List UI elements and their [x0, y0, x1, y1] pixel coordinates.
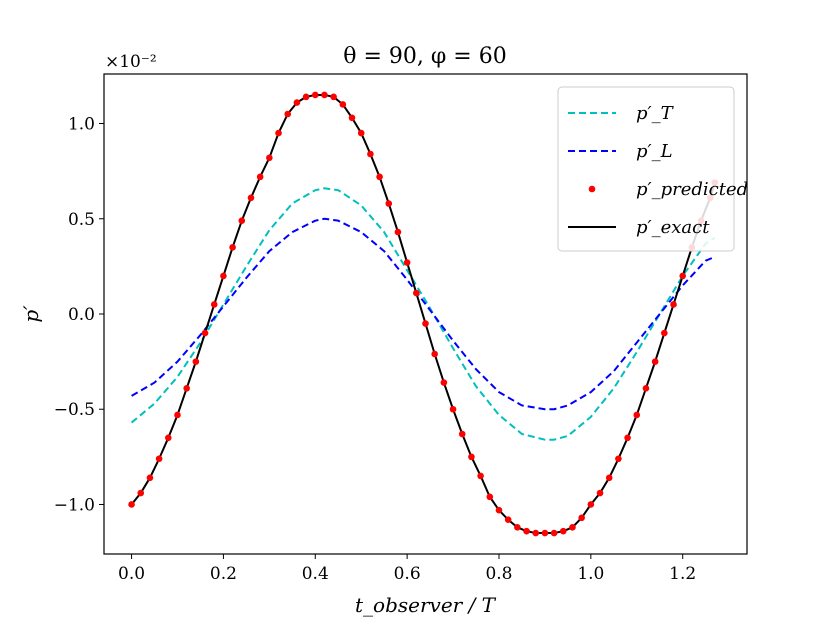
predicted-point	[348, 114, 356, 122]
predicted-point	[422, 320, 429, 327]
predicted-point	[523, 527, 530, 535]
predicted-point	[532, 529, 540, 537]
predicted-point	[661, 329, 668, 337]
predicted-point	[449, 405, 457, 413]
predicted-point	[624, 434, 631, 442]
predicted-point	[256, 173, 264, 181]
predicted-point	[541, 529, 549, 537]
predicted-point	[642, 384, 650, 392]
series-line-p-l	[131, 217, 716, 411]
predicted-point	[229, 244, 236, 251]
series-line-p-t	[130, 187, 716, 441]
predicted-point	[146, 474, 154, 482]
predicted-point	[486, 493, 494, 501]
x-axis-ticks: 0.0 0.2 0.4 0.6 0.8 1.0 1.2	[118, 554, 696, 584]
y-tick-label: −0.5	[54, 400, 95, 420]
chart-title: θ = 90, φ = 60	[343, 44, 506, 69]
predicted-point	[174, 411, 181, 419]
predicted-point	[376, 173, 383, 181]
predicted-point	[155, 455, 163, 463]
x-tick-label: 1.2	[669, 564, 696, 584]
predicted-point	[128, 501, 135, 508]
legend: p′_T p′_L p′_predicted p′_exact	[557, 86, 748, 252]
legend-label: p′_exact	[636, 217, 710, 238]
legend-label: p′_predicted	[636, 179, 748, 200]
predicted-point	[670, 301, 677, 308]
y-axis-ticks: −1.0 −0.5 0.0 0.5 1.0	[54, 115, 104, 515]
x-tick-label: 0.6	[394, 564, 421, 584]
legend-items: p′_T p′_L p′_predicted p′_exact	[568, 103, 748, 238]
predicted-point	[679, 272, 686, 280]
y-tick-label: 0.0	[68, 305, 95, 325]
legend-marker	[588, 185, 596, 193]
predicted-point	[550, 529, 558, 537]
predicted-point	[403, 259, 411, 266]
predicted-point	[311, 91, 319, 99]
series-layer	[128, 91, 719, 537]
legend-label: p′_L	[636, 141, 673, 162]
predicted-point	[302, 93, 310, 101]
predicted-point	[137, 489, 145, 497]
predicted-point	[165, 434, 172, 442]
predicted-point	[504, 516, 512, 524]
predicted-point	[293, 99, 301, 106]
x-tick-label: 0.2	[210, 564, 237, 584]
x-tick-label: 0.4	[302, 564, 329, 584]
predicted-point	[330, 93, 337, 101]
predicted-point	[201, 329, 209, 337]
predicted-point	[431, 350, 438, 358]
legend-box	[557, 86, 735, 252]
x-tick-label: 0.0	[118, 564, 145, 584]
predicted-point	[596, 489, 604, 497]
predicted-point	[220, 272, 227, 280]
predicted-point	[357, 129, 365, 137]
predicted-point	[569, 524, 576, 531]
predicted-point	[559, 527, 567, 535]
predicted-point	[615, 455, 622, 463]
predicted-point	[440, 379, 448, 386]
y-tick-label: 0.5	[68, 210, 95, 230]
predicted-point	[183, 384, 190, 392]
predicted-point	[468, 453, 475, 461]
predicted-point	[477, 472, 484, 480]
predicted-point	[587, 501, 595, 508]
predicted-point	[495, 506, 503, 514]
y-axis-multiplier: ×10⁻²	[105, 52, 157, 72]
predicted-point	[192, 358, 200, 365]
predicted-point	[413, 289, 420, 297]
predicted-point	[284, 110, 292, 118]
predicted-point	[238, 217, 246, 224]
predicted-point	[578, 514, 585, 522]
predicted-point	[394, 228, 402, 236]
predicted-point	[514, 524, 521, 531]
predicted-point	[605, 474, 613, 482]
predicted-point	[458, 430, 466, 438]
predicted-point	[266, 154, 273, 162]
legend-label: p′_T	[636, 103, 675, 124]
predicted-point	[275, 129, 282, 137]
y-tick-label: 1.0	[68, 115, 95, 135]
predicted-point	[633, 411, 641, 419]
x-axis-label: t_observer / T	[355, 593, 497, 617]
predicted-point	[651, 358, 659, 365]
y-axis-label: p′	[19, 305, 43, 323]
predicted-point	[339, 101, 347, 108]
predicted-point	[247, 194, 255, 202]
predicted-point	[321, 91, 328, 99]
predicted-point	[367, 150, 374, 158]
predicted-point	[385, 200, 393, 207]
y-tick-label: −1.0	[54, 495, 95, 515]
x-tick-label: 1.0	[577, 564, 604, 584]
predicted-point	[210, 301, 218, 308]
x-tick-label: 0.8	[485, 564, 512, 584]
